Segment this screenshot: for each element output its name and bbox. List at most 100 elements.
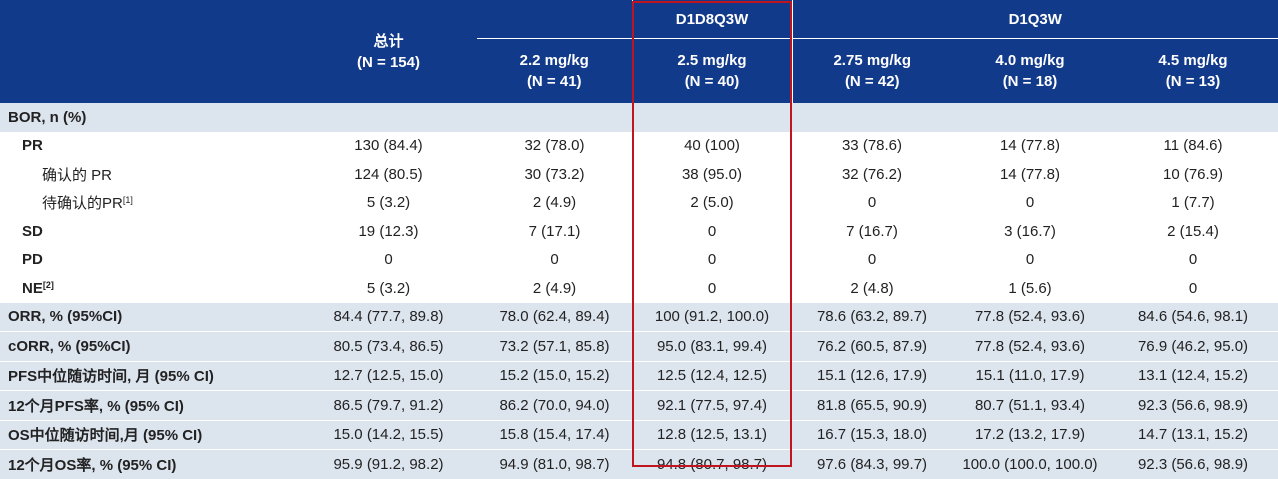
row-label-text: OS中位随访时间,月 (95% CI) bbox=[8, 427, 203, 445]
table-cell: 100.0 (100.0, 100.0) bbox=[952, 449, 1108, 479]
table-body: BOR, n (%) PR 130 (84.4) 32 (78.0) 40 (100) 3… bbox=[0, 103, 1278, 479]
table-cell: 86.2 (70.0, 94.0) bbox=[477, 390, 632, 420]
table-cell: 14.7 (13.1, 15.2) bbox=[1108, 419, 1278, 450]
table-cell: 94.9 (81.0, 98.7) bbox=[477, 449, 632, 479]
table-cell: 130 (84.4) bbox=[354, 137, 423, 155]
header-col-total: 总计 (N = 154) bbox=[300, 0, 477, 103]
group-header-d1q3w: D1Q3W bbox=[792, 0, 1278, 39]
table-row: PR 130 (84.4) 32 (78.0) 40 (100) 33 (78.6) 14… bbox=[0, 132, 1278, 161]
header-col-line1: 4.5 mg/kg bbox=[1158, 52, 1228, 69]
row-label: BOR, n (%) bbox=[0, 103, 300, 132]
table-row: 12个月PFS率, % (95% CI) 86.5 (79.7, 91.2) 86.… bbox=[0, 390, 1278, 420]
table-cell: 7 (16.7) bbox=[846, 222, 898, 240]
table-row: 12个月OS率, % (95% CI) 95.9 (91.2, 98.2) 94.9… bbox=[0, 449, 1278, 479]
row-label-text: 12个月OS率, % (95% CI) bbox=[8, 456, 177, 474]
table-cell: 3 (16.7) bbox=[1004, 222, 1056, 240]
row-label-text: PD bbox=[22, 251, 43, 269]
table-cell: 0 bbox=[384, 251, 393, 269]
footnote-ref: [1] bbox=[122, 195, 133, 206]
table-row: NE[2] 5 (3.2) 2 (4.9) 0 2 (4.8) 1 (5.6) 0 bbox=[0, 274, 1278, 303]
table-cell: 92.1 (77.5, 97.4) bbox=[632, 390, 792, 420]
table-cell: 84.4 (77.7, 89.8) bbox=[300, 302, 477, 332]
header-col-line1: 2.75 mg/kg bbox=[833, 52, 912, 69]
row-label-text: 12个月PFS率, % (95% CI) bbox=[8, 397, 184, 415]
table-cell: 15.0 (14.2, 15.5) bbox=[300, 419, 477, 450]
table-cell: 77.8 (52.4, 93.6) bbox=[952, 302, 1108, 332]
table-row: cORR, % (95%CI) 80.5 (73.4, 86.5) 73.2 (57… bbox=[0, 331, 1278, 361]
table-cell: 78.6 (63.2, 89.7) bbox=[792, 302, 952, 332]
row-label: 12个月PFS率, % (95% CI) bbox=[0, 390, 300, 420]
table-row: 待确认的PR[1] 5 (3.2) 2 (4.9) 2 (5.0) 0 0 1 (7.7) bbox=[0, 189, 1278, 218]
row-label-text: 确认的 PR bbox=[42, 166, 113, 184]
table-cell: 40 (100) bbox=[684, 137, 740, 155]
table-cell: 0 bbox=[867, 251, 877, 269]
table-cell: 14 (77.8) bbox=[999, 165, 1061, 183]
table-cell: 2 (15.4) bbox=[1167, 222, 1219, 240]
table-cell bbox=[1108, 103, 1278, 132]
row-label-text: BOR, n (%) bbox=[8, 108, 87, 126]
table-cell: 15.2 (15.0, 15.2) bbox=[477, 360, 632, 391]
table-cell bbox=[300, 103, 477, 132]
header-row-columns: 2.2 mg/kg (N = 41) 2.5 mg/kg (N = 40) 2.… bbox=[0, 38, 1278, 104]
table-cell: 80.5 (73.4, 86.5) bbox=[300, 331, 477, 361]
header-col-line1: 4.0 mg/kg bbox=[995, 52, 1065, 69]
row-label: 确认的 PR bbox=[0, 160, 300, 189]
table-row: OS中位随访时间,月 (95% CI) 15.0 (14.2, 15.5) 15.8… bbox=[0, 419, 1278, 450]
table-cell: 95.9 (91.2, 98.2) bbox=[300, 449, 477, 479]
table-cell: 77.8 (52.4, 93.6) bbox=[952, 331, 1108, 361]
header-col-line1: 2.2 mg/kg bbox=[519, 52, 589, 69]
table-cell bbox=[632, 103, 792, 132]
row-label: 待确认的PR[1] bbox=[0, 189, 300, 218]
table-cell: 16.7 (15.3, 18.0) bbox=[792, 419, 952, 450]
table-cell bbox=[477, 103, 632, 132]
table-cell: 124 (80.5) bbox=[354, 165, 423, 183]
header-col-4.5: 4.5 mg/kg (N = 13) bbox=[1108, 39, 1278, 104]
row-label-text: NE bbox=[22, 279, 43, 297]
table-row: 确认的 PR 124 (80.5) 30 (73.2) 38 (95.0) 32 (76… bbox=[0, 160, 1278, 189]
header-col-line1: 2.5 mg/kg bbox=[677, 52, 747, 69]
table-cell: 0 bbox=[550, 251, 559, 269]
row-label: ORR, % (95%CI) bbox=[0, 302, 300, 332]
table-cell bbox=[952, 103, 1108, 132]
header-col-line2: (N = 41) bbox=[526, 73, 582, 90]
table-cell: 97.6 (84.3, 99.7) bbox=[792, 449, 952, 479]
header-col-line2: (N = 13) bbox=[1165, 73, 1221, 90]
row-label: SD bbox=[0, 217, 300, 246]
table-cell: 1 (5.6) bbox=[1008, 279, 1052, 297]
header-col-2.2: 2.2 mg/kg (N = 41) bbox=[477, 38, 632, 103]
row-label: PR bbox=[0, 132, 300, 161]
table-cell: 76.2 (60.5, 87.9) bbox=[792, 331, 952, 361]
table-cell: 0 bbox=[1025, 194, 1035, 212]
table-cell: 0 bbox=[1025, 251, 1035, 269]
table-row: ORR, % (95%CI) 84.4 (77.7, 89.8) 78.0 (62.… bbox=[0, 302, 1278, 332]
row-label-text: 待确认的PR bbox=[42, 195, 123, 213]
row-label-text: cORR, % (95%CI) bbox=[8, 337, 131, 355]
row-label: PD bbox=[0, 246, 300, 275]
table-cell: 86.5 (79.7, 91.2) bbox=[300, 390, 477, 420]
row-label: NE[2] bbox=[0, 274, 300, 303]
table-cell: 80.7 (51.1, 93.4) bbox=[952, 390, 1108, 420]
header-col-line2: (N = 154) bbox=[357, 53, 420, 71]
row-label-text: PFS中位随访时间, 月 (95% CI) bbox=[8, 368, 214, 386]
header-col-line2: (N = 42) bbox=[844, 73, 900, 90]
header-col-line2: (N = 18) bbox=[1002, 73, 1058, 90]
table-cell: 10 (76.9) bbox=[1162, 165, 1224, 183]
table-cell: 12.8 (12.5, 13.1) bbox=[632, 419, 792, 450]
header-col-line2: (N = 40) bbox=[684, 73, 740, 90]
row-label-text: PR bbox=[22, 137, 43, 155]
table-cell: 12.5 (12.4, 12.5) bbox=[632, 360, 792, 391]
table-cell: 100 (91.2, 100.0) bbox=[632, 302, 792, 332]
header-row-groups: 总计 (N = 154) D1D8Q3W D1Q3W bbox=[0, 0, 1278, 71]
table-cell: 2 (4.9) bbox=[532, 194, 577, 212]
header-col-2.5: 2.5 mg/kg (N = 40) bbox=[631, 38, 793, 103]
table-cell: 81.8 (65.5, 90.9) bbox=[792, 390, 952, 420]
table-cell: 15.1 (11.0, 17.9) bbox=[952, 360, 1108, 391]
table-row: SD 19 (12.3) 7 (17.1) 0 7 (16.7) 3 (16.7) 2 (1… bbox=[0, 217, 1278, 246]
table-cell: 38 (95.0) bbox=[681, 165, 743, 183]
table-cell: 5 (3.2) bbox=[366, 279, 411, 297]
table-cell: 33 (78.6) bbox=[841, 137, 903, 155]
table-cell: 17.2 (13.2, 17.9) bbox=[952, 419, 1108, 450]
table-cell: 32 (78.0) bbox=[524, 137, 585, 155]
table-cell: 12.7 (12.5, 15.0) bbox=[300, 360, 477, 391]
